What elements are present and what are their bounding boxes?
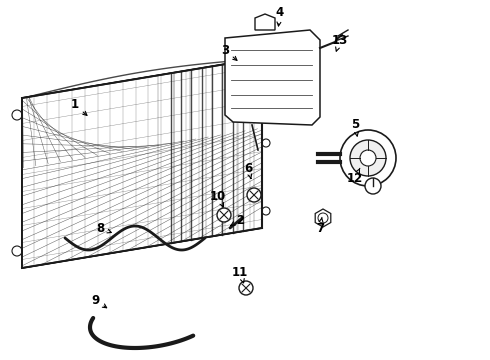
Text: 10: 10 [210,189,226,202]
Circle shape [340,130,396,186]
Text: 8: 8 [96,221,104,234]
PathPatch shape [22,58,262,268]
Polygon shape [22,58,262,268]
Text: 5: 5 [351,118,359,131]
Text: 7: 7 [316,221,324,234]
Circle shape [239,281,253,295]
Polygon shape [315,209,331,227]
Text: 12: 12 [347,171,363,184]
Text: 3: 3 [221,44,229,57]
Polygon shape [255,14,275,30]
Text: 9: 9 [91,293,99,306]
Text: 1: 1 [71,99,79,112]
Circle shape [247,188,261,202]
Text: 6: 6 [244,162,252,175]
Text: 4: 4 [276,6,284,19]
Text: 13: 13 [332,33,348,46]
Text: 11: 11 [232,266,248,279]
Circle shape [365,178,381,194]
Circle shape [217,208,231,222]
Circle shape [350,140,386,176]
Text: 2: 2 [236,213,244,226]
Polygon shape [225,30,320,125]
Circle shape [360,150,376,166]
